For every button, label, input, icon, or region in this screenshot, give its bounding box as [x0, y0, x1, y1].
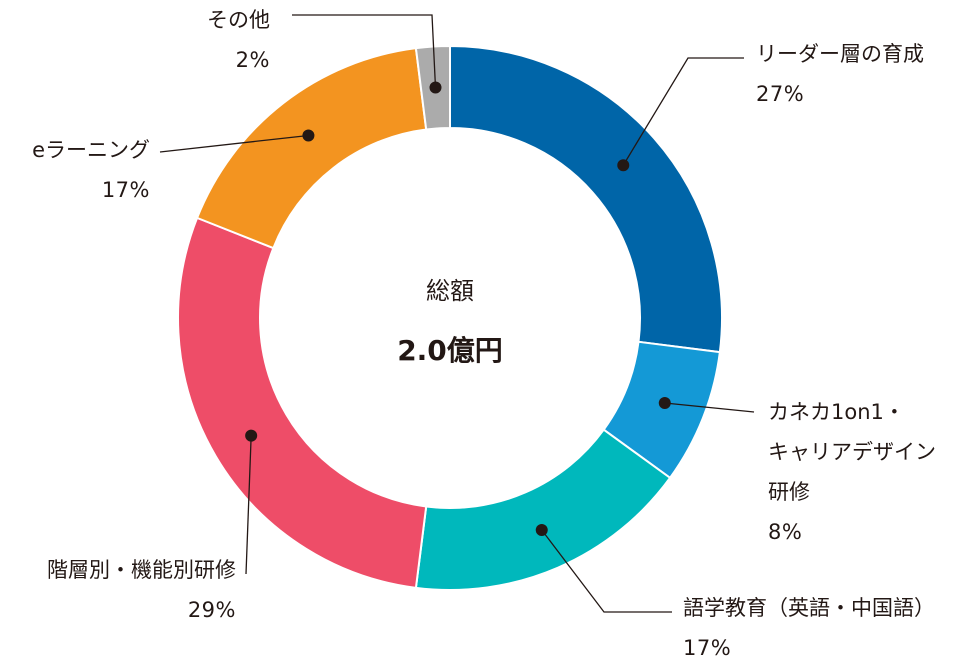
label-leader: リーダー層の育成 27%: [756, 34, 924, 114]
value-1on1: 8%: [768, 520, 803, 544]
leader-dot-other: [429, 81, 442, 94]
value-elearning: 17%: [101, 178, 150, 202]
slice-level: [177, 216, 428, 589]
leader-dot-language: [535, 524, 548, 537]
label-leader-line-1: リーダー層の育成: [756, 42, 924, 66]
value-leader: 27%: [756, 82, 805, 106]
label-1on1-line-3: 研修: [768, 480, 810, 504]
leader-dot-elearning: [302, 129, 315, 142]
label-elearning: eラーニング 17%: [0, 130, 150, 210]
leader-dot-level: [245, 429, 258, 442]
slice-language: [414, 428, 672, 591]
leader-line-elearning: [159, 134, 309, 153]
value-other: 2%: [235, 48, 270, 72]
label-level-line-1: 階層別・機能別研修: [47, 558, 236, 582]
value-level: 29%: [187, 598, 236, 622]
label-1on1: カネカ1on1・ キャリアデザイン 研修 8%: [768, 392, 936, 552]
label-level: 階層別・機能別研修 29%: [0, 550, 236, 630]
leader-dot-leader: [617, 159, 630, 172]
label-1on1-line-1: カネカ1on1・: [768, 400, 905, 424]
center-total: 2.0億円: [397, 334, 503, 367]
leader-dot-1on1: [658, 397, 671, 410]
label-other: その他 2%: [150, 0, 270, 80]
label-1on1-line-2: キャリアデザイン: [768, 440, 936, 464]
center-title: 総額: [426, 277, 474, 305]
leader-line-other: [292, 14, 437, 88]
label-elearning-line-1: eラーニング: [32, 138, 150, 162]
value-language: 17%: [683, 636, 732, 660]
leader-line-language: [541, 529, 672, 613]
leader-line-leader: [622, 57, 744, 166]
slice-leader: [449, 44, 723, 354]
leader-line-level: [245, 435, 252, 575]
label-language: 語学教育（英語・中国語） 17%: [683, 588, 935, 668]
label-language-line-1: 語学教育（英語・中国語）: [683, 596, 935, 620]
label-other-line-1: その他: [207, 8, 270, 32]
leader-line-1on1: [664, 402, 755, 413]
